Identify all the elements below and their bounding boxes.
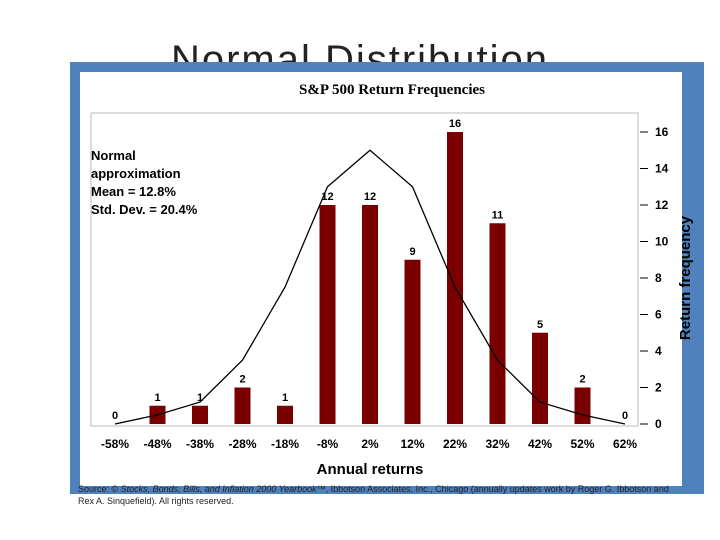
note-line-1: Normal — [91, 148, 136, 163]
y-tick-label: 8 — [655, 271, 662, 285]
bar-value-label: 16 — [449, 118, 461, 130]
chart-title: S&P 500 Return Frequencies — [299, 82, 485, 98]
bar-value-label: 0 — [112, 410, 118, 422]
bar — [447, 132, 463, 424]
bar-value-label: 1 — [197, 392, 203, 404]
y-tick-label: 14 — [655, 162, 669, 176]
x-tick-label: 12% — [400, 437, 424, 451]
x-tick-label: -48% — [143, 437, 171, 451]
x-tick-label: -58% — [101, 437, 129, 451]
x-tick-label: 2% — [361, 437, 379, 451]
y-tick-label: 16 — [655, 125, 669, 139]
x-tick-label: 42% — [528, 437, 552, 451]
bar-value-label: 1 — [154, 392, 160, 404]
note-line-3: Mean = 12.8% — [91, 184, 176, 199]
bar — [277, 405, 293, 424]
bar-value-label: 2 — [239, 374, 245, 386]
bar-value-label: 11 — [492, 209, 504, 221]
bar — [404, 259, 421, 424]
x-tick-label: -8% — [317, 437, 339, 451]
normal-approximation-note: Normal approximation Mean = 12.8% Std. D… — [91, 148, 198, 217]
normal-curve — [114, 149, 626, 425]
x-tick-label: -38% — [186, 437, 214, 451]
y-tick-label: 6 — [655, 308, 662, 322]
bar-value-label: 1 — [282, 392, 288, 404]
note-line-2: approximation — [91, 166, 181, 181]
x-tick-label: 62% — [613, 437, 637, 451]
x-tick-label: 32% — [485, 437, 509, 451]
source-prefix: Source: © — [78, 484, 121, 494]
x-tick-label: -18% — [271, 437, 299, 451]
plot-frame — [90, 112, 639, 427]
note-line-4: Std. Dev. = 20.4% — [91, 202, 198, 217]
bar-value-label: 12 — [364, 191, 376, 203]
x-tick-label: -28% — [228, 437, 256, 451]
source-suffix: , Ibbotson Associates, Inc., Chicago (an… — [78, 484, 669, 506]
y-tick-label: 0 — [655, 417, 662, 431]
bar — [319, 205, 336, 424]
x-tick-label: 52% — [570, 437, 594, 451]
bar-value-label: 2 — [579, 374, 585, 386]
y-tick-label: 2 — [655, 381, 662, 395]
bar — [362, 205, 378, 424]
x-tick-label: 22% — [443, 437, 467, 451]
bar — [489, 223, 506, 424]
bar-value-label: 9 — [409, 246, 415, 258]
y-tick-label: 4 — [655, 344, 662, 358]
y-tick-label: 10 — [655, 235, 669, 249]
source-note: Source: © Stocks, Bonds, Bills, and Infl… — [78, 483, 678, 507]
bar-value-label: 5 — [537, 319, 543, 331]
y-axis-label: Return frequency — [677, 215, 694, 340]
bar-value-label: 0 — [622, 410, 628, 422]
bar — [234, 387, 251, 424]
x-axis-label: Annual returns — [317, 461, 424, 478]
bar — [192, 405, 208, 424]
y-tick-label: 12 — [655, 198, 669, 212]
source-title: Stocks, Bonds, Bills, and Inflation 2000… — [120, 484, 326, 494]
bar — [574, 387, 591, 424]
bar — [532, 332, 548, 424]
